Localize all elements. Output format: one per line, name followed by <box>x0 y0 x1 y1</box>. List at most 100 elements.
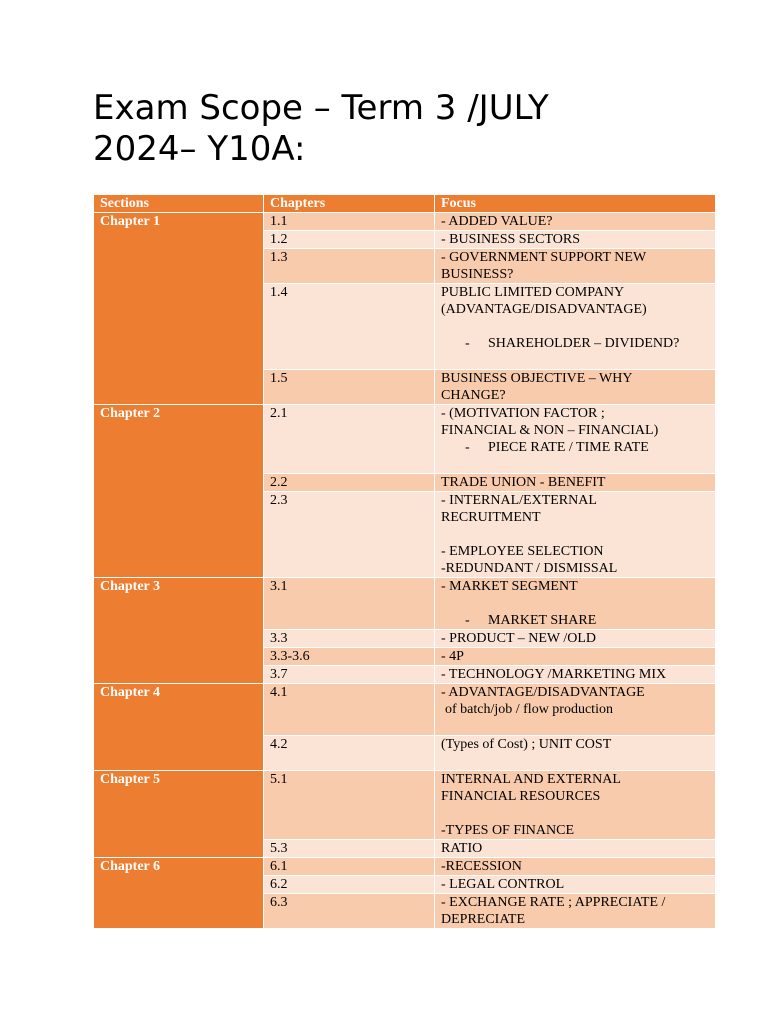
chapter-cell: 4.1 <box>263 683 435 736</box>
table-row: Chapter 1 1.1 - ADDED VALUE? <box>93 212 716 405</box>
focus-line: - INTERNAL/EXTERNAL <box>441 493 597 508</box>
table-header-row: Sections Chapters Focus <box>93 194 716 213</box>
chapter-cell: 4.2 <box>263 735 435 771</box>
focus-line: - EMPLOYEE SELECTION <box>441 544 604 559</box>
table-row: 3.3 - PRODUCT – NEW /OLD <box>94 629 716 648</box>
chapter-cell: 3.7 <box>263 665 435 684</box>
section-cell-chapter-6: Chapter 6 <box>93 857 264 929</box>
focus-line: - MARKET SEGMENT <box>441 579 578 594</box>
focus-line: BUSINESS? <box>441 267 514 282</box>
focus-bullet-text: SHAREHOLDER – DIVIDEND? <box>488 336 680 351</box>
focus-cell: - INTERNAL/EXTERNAL RECRUITMENT - EMPLOY… <box>434 491 716 578</box>
focus-cell: BUSINESS OBJECTIVE – WHY CHANGE? <box>434 369 716 405</box>
chapter-cell: 1.4 <box>263 283 435 370</box>
chapter-cell: 1.2 <box>263 230 435 249</box>
focus-cell: - EXCHANGE RATE ; APPRECIATE / DEPRECIAT… <box>434 893 716 929</box>
header-sections: Sections <box>93 194 264 213</box>
focus-bullet-line: - SHAREHOLDER – DIVIDEND? <box>441 335 715 352</box>
focus-line: - GOVERNMENT SUPPORT NEW <box>441 250 647 265</box>
focus-line <box>441 456 715 473</box>
section-cell-chapter-4: Chapter 4 <box>93 683 264 771</box>
focus-line: - EXCHANGE RATE ; APPRECIATE / <box>441 895 666 910</box>
focus-line: CHANGE? <box>441 388 506 403</box>
focus-line: FINANCIAL RESOURCES <box>441 789 601 804</box>
focus-line: - (MOTIVATION FACTOR ; <box>441 406 605 421</box>
focus-line: INTERNAL AND EXTERNAL <box>441 772 621 787</box>
table-row: Chapter 4 4.1 - ADVANTAGE/DISADVANTAGE o… <box>93 683 716 771</box>
focus-cell: - LEGAL CONTROL <box>434 875 716 894</box>
focus-line: DEPRECIATE <box>441 912 525 927</box>
focus-line: -TYPES OF FINANCE <box>441 823 575 838</box>
focus-bullet-text: PIECE RATE / TIME RATE <box>488 440 649 455</box>
chapter-cell: 1.3 <box>263 248 435 284</box>
table-row: 1.2 - BUSINESS SECTORS <box>94 230 716 249</box>
focus-line: FINANCIAL & NON – FINANCIAL) <box>441 423 659 438</box>
table-row: Chapter 2 2.1 - (MOTIVATION FACTOR ; FIN… <box>93 404 716 578</box>
chapter-cell: 1.1 <box>263 212 435 231</box>
focus-line <box>441 595 715 612</box>
focus-cell: - (MOTIVATION FACTOR ; FINANCIAL & NON –… <box>434 404 716 474</box>
focus-line: of batch/job / flow production <box>445 702 613 717</box>
focus-bullet-line: - MARKET SHARE <box>441 612 715 629</box>
focus-line: RATIO <box>441 841 483 856</box>
focus-cell: TRADE UNION - BENEFIT <box>434 473 716 492</box>
chapter-cell: 2.3 <box>263 491 435 578</box>
table-row: 1.5 BUSINESS OBJECTIVE – WHY CHANGE? <box>94 369 716 405</box>
focus-cell: - ADDED VALUE? <box>434 212 716 231</box>
focus-line: BUSINESS OBJECTIVE – WHY <box>441 371 633 386</box>
focus-line: - ADVANTAGE/DISADVANTAGE <box>441 685 645 700</box>
focus-cell: (Types of Cost) ; UNIT COST <box>434 735 716 771</box>
chapter-cell: 3.3 <box>263 629 435 648</box>
chapter-cell: 3.3-3.6 <box>263 647 435 666</box>
focus-line <box>441 805 715 822</box>
chapter-cell: 6.1 <box>263 857 435 876</box>
section-cell-chapter-3: Chapter 3 <box>93 577 264 684</box>
focus-line: - ADDED VALUE? <box>441 214 553 229</box>
table-row: 2.2 TRADE UNION - BENEFIT <box>94 473 716 492</box>
focus-line: - TECHNOLOGY /MARKETING MIX <box>441 667 667 682</box>
focus-cell: - MARKET SEGMENT - MARKET SHARE <box>434 577 716 630</box>
focus-cell: PUBLIC LIMITED COMPANY (ADVANTAGE/DISADV… <box>434 283 716 370</box>
focus-line <box>441 718 715 735</box>
focus-line: (ADVANTAGE/DISADVANTAGE) <box>441 302 647 317</box>
focus-line: - 4P <box>441 649 464 664</box>
focus-line <box>441 352 715 369</box>
focus-line: -REDUNDANT / DISMISSAL <box>441 561 618 576</box>
chapter-cell: 2.2 <box>263 473 435 492</box>
chapter-cell: 2.1 <box>263 404 435 474</box>
table-row: Chapter 3 3.1 - MARKET SEGMENT - MARKET S… <box>93 577 716 684</box>
focus-line: -RECESSION <box>441 859 522 874</box>
page-title-line-2: 2024– Y10A: <box>93 129 306 169</box>
focus-line: PUBLIC LIMITED COMPANY <box>441 285 625 300</box>
table-row: Chapter 5 5.1 INTERNAL AND EXTERNAL FINA… <box>93 770 716 858</box>
table-row: Chapter 6 6.1 -RECESSION <box>93 857 716 929</box>
focus-cell: - ADVANTAGE/DISADVANTAGE of batch/job / … <box>434 683 716 736</box>
bullet-marker: - <box>465 613 470 628</box>
chapter-cell: 6.2 <box>263 875 435 894</box>
bullet-marker: - <box>465 440 470 455</box>
focus-line: RECRUITMENT <box>441 510 541 525</box>
focus-cell: - GOVERNMENT SUPPORT NEW BUSINESS? <box>434 248 716 284</box>
focus-cell: - 4P <box>434 647 716 666</box>
focus-cell: - PRODUCT – NEW /OLD <box>434 629 716 648</box>
table-row: 2.3 - INTERNAL/EXTERNAL RECRUITMENT - EM… <box>94 491 716 578</box>
focus-cell: - TECHNOLOGY /MARKETING MIX <box>434 665 716 684</box>
table-row: 4.2 (Types of Cost) ; UNIT COST <box>94 735 716 771</box>
section-cell-chapter-1: Chapter 1 <box>93 212 264 405</box>
focus-line: TRADE UNION - BENEFIT <box>441 475 606 490</box>
focus-line <box>441 753 715 770</box>
header-chapters: Chapters <box>263 194 435 213</box>
chapter-cell: 5.1 <box>263 770 435 840</box>
table-row: 1.4 PUBLIC LIMITED COMPANY (ADVANTAGE/DI… <box>94 283 716 370</box>
section-cell-chapter-5: Chapter 5 <box>93 770 264 858</box>
focus-line: (Types of Cost) ; UNIT COST <box>441 737 612 752</box>
page-title-line-1: Exam Scope – Term 3 /JULY <box>93 88 549 128</box>
focus-line: - LEGAL CONTROL <box>441 877 565 892</box>
table-row: 6.2 - LEGAL CONTROL <box>94 875 716 894</box>
focus-cell: INTERNAL AND EXTERNAL FINANCIAL RESOURCE… <box>434 770 716 840</box>
focus-line <box>441 318 715 335</box>
section-cell-chapter-2: Chapter 2 <box>93 404 264 578</box>
focus-line: - PRODUCT – NEW /OLD <box>441 631 597 646</box>
focus-bullet-text: MARKET SHARE <box>488 613 597 628</box>
focus-cell: RATIO <box>434 839 716 858</box>
